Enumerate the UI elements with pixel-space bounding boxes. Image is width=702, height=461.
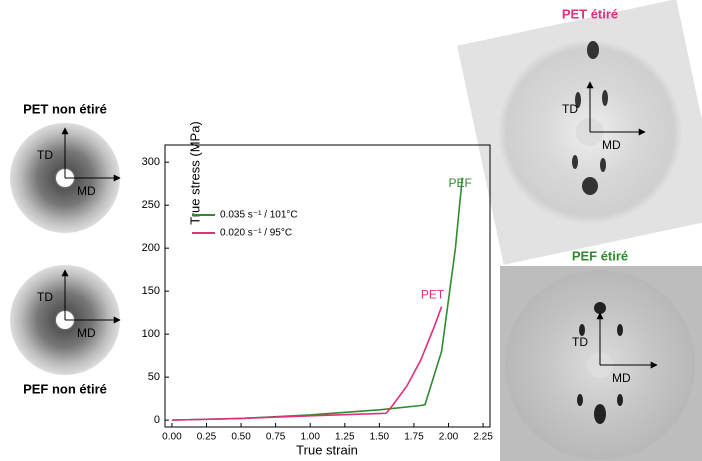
x-tick-label: 2.00 [439,432,459,443]
plot-frame [164,144,491,428]
legend-label: 0.020 s⁻¹ / 95°C [220,228,292,239]
panel-title: PEF étiré [572,248,628,263]
reflections [577,302,623,424]
panel-title: PET étiré [562,6,618,21]
legend-label: 0.035 s⁻¹ / 101°C [220,210,298,221]
td-label: TD [572,335,588,349]
x-tick-label: 0.00 [162,432,182,443]
reflections [572,41,608,195]
td-label: TD [37,148,53,162]
y-tick-label: 300 [142,156,160,168]
td-label: TD [37,290,53,304]
diffraction-images [10,0,702,461]
md-label: MD [602,138,621,152]
x-tick-label: 1.75 [404,432,424,443]
md-label: MD [77,326,96,340]
line [171,306,443,421]
x-tick-label: 1.50 [370,432,390,443]
td-label: TD [562,102,578,116]
line [171,177,464,421]
annotation: PEF [449,176,472,190]
y-tick-label: 0 [154,414,160,426]
y-tick-label: 50 [148,371,160,383]
y-tick-label: 100 [142,328,160,340]
panel-title: PEF non étiré [23,381,107,396]
x-axis-label: True strain [296,442,358,457]
y-tick-label: 250 [142,199,160,211]
x-tick-label: 0.25 [197,432,217,443]
x-tick-label: 0.50 [231,432,251,443]
y-axis-label: True stress (MPa) [187,121,202,225]
panel-title: PET non étiré [23,101,107,116]
annotation: PET [421,288,445,302]
y-tick-label: 200 [142,242,160,254]
y-tick-label: 150 [142,285,160,297]
md-label: MD [77,184,96,198]
md-label: MD [612,371,631,385]
x-tick-label: 0.75 [266,432,286,443]
x-tick-label: 2.25 [473,432,493,443]
x-tick-label: 1.00 [300,432,320,443]
x-tick-label: 1.25 [335,432,355,443]
